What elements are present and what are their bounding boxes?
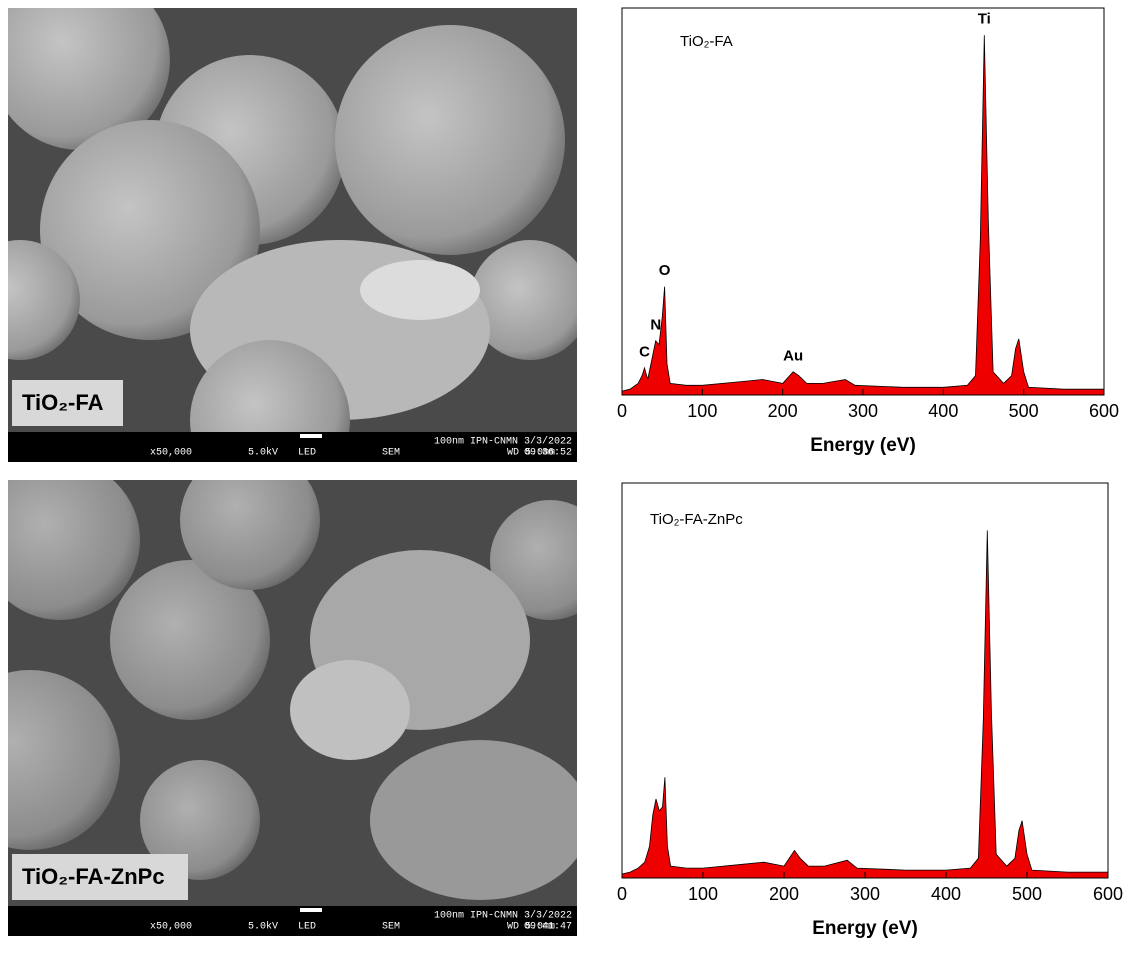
- info-text: 5.0kV: [248, 447, 278, 459]
- figure: TiO₂-FA x50,000 5.0kV LED SEM 100nm IPN-CNMN …: [0, 0, 1134, 952]
- chart-title: TiO₂-FA-ZnPc: [650, 511, 743, 528]
- page: TiO₂-FA x50,000 5.0kV LED SEM 100nm IPN-CNMN …: [0, 0, 1134, 952]
- peak-label: O: [659, 262, 671, 279]
- info-text: 100nm IPN-CNMN 3/3/2022: [434, 910, 572, 922]
- x-tick-label: 200: [768, 401, 798, 421]
- spectrum-area: [622, 530, 1108, 878]
- info-text: x50,000: [150, 448, 192, 459]
- scale-bar: [300, 908, 322, 912]
- x-tick-label: 400: [931, 884, 961, 904]
- x-axis-label: Energy (eV): [810, 435, 916, 456]
- peak-label: N: [650, 316, 661, 333]
- plot-frame: [622, 8, 1104, 395]
- info-text: 09:41:47: [524, 922, 572, 933]
- x-tick-label: 100: [688, 884, 718, 904]
- info-text: 5.0kV: [248, 921, 278, 933]
- x-tick-label: 300: [850, 884, 880, 904]
- scale-bar: [300, 434, 322, 438]
- x-tick-label: 300: [848, 401, 878, 421]
- info-text: SEM: [382, 922, 400, 933]
- info-text: LED: [298, 922, 316, 933]
- peak-label: Ti: [978, 11, 991, 28]
- sem-image: [0, 450, 610, 906]
- sample-label: TiO₂-FA-ZnPc: [22, 864, 165, 889]
- x-axis-label: Energy (eV): [812, 918, 918, 939]
- x-tick-label: 600: [1093, 884, 1123, 904]
- plot-frame: [622, 483, 1108, 878]
- x-tick-label: 0: [617, 401, 627, 421]
- spectrum-area: [622, 35, 1104, 395]
- info-text: 100nm IPN-CNMN 3/3/2022: [434, 436, 572, 448]
- peak-label: Au: [783, 347, 803, 364]
- chart-title: TiO₂-FA: [680, 33, 733, 50]
- info-text: x50,000: [150, 922, 192, 933]
- x-tick-label: 600: [1089, 401, 1119, 421]
- peak-label: C: [639, 343, 650, 360]
- info-text: LED: [298, 448, 316, 459]
- x-tick-label: 500: [1009, 401, 1039, 421]
- charts: 0 100 200 300 400 500 600 Energy (eV) TiO₂-FA CN O…: [617, 8, 1123, 939]
- info-text: SEM: [382, 448, 400, 459]
- x-tick-label: 0: [617, 884, 627, 904]
- x-tick-label: 500: [1012, 884, 1042, 904]
- info-text: 09:36:52: [524, 448, 572, 459]
- sample-label: TiO₂-FA: [22, 390, 104, 415]
- x-tick-label: 100: [687, 401, 717, 421]
- x-tick-label: 200: [769, 884, 799, 904]
- x-tick-label: 400: [928, 401, 958, 421]
